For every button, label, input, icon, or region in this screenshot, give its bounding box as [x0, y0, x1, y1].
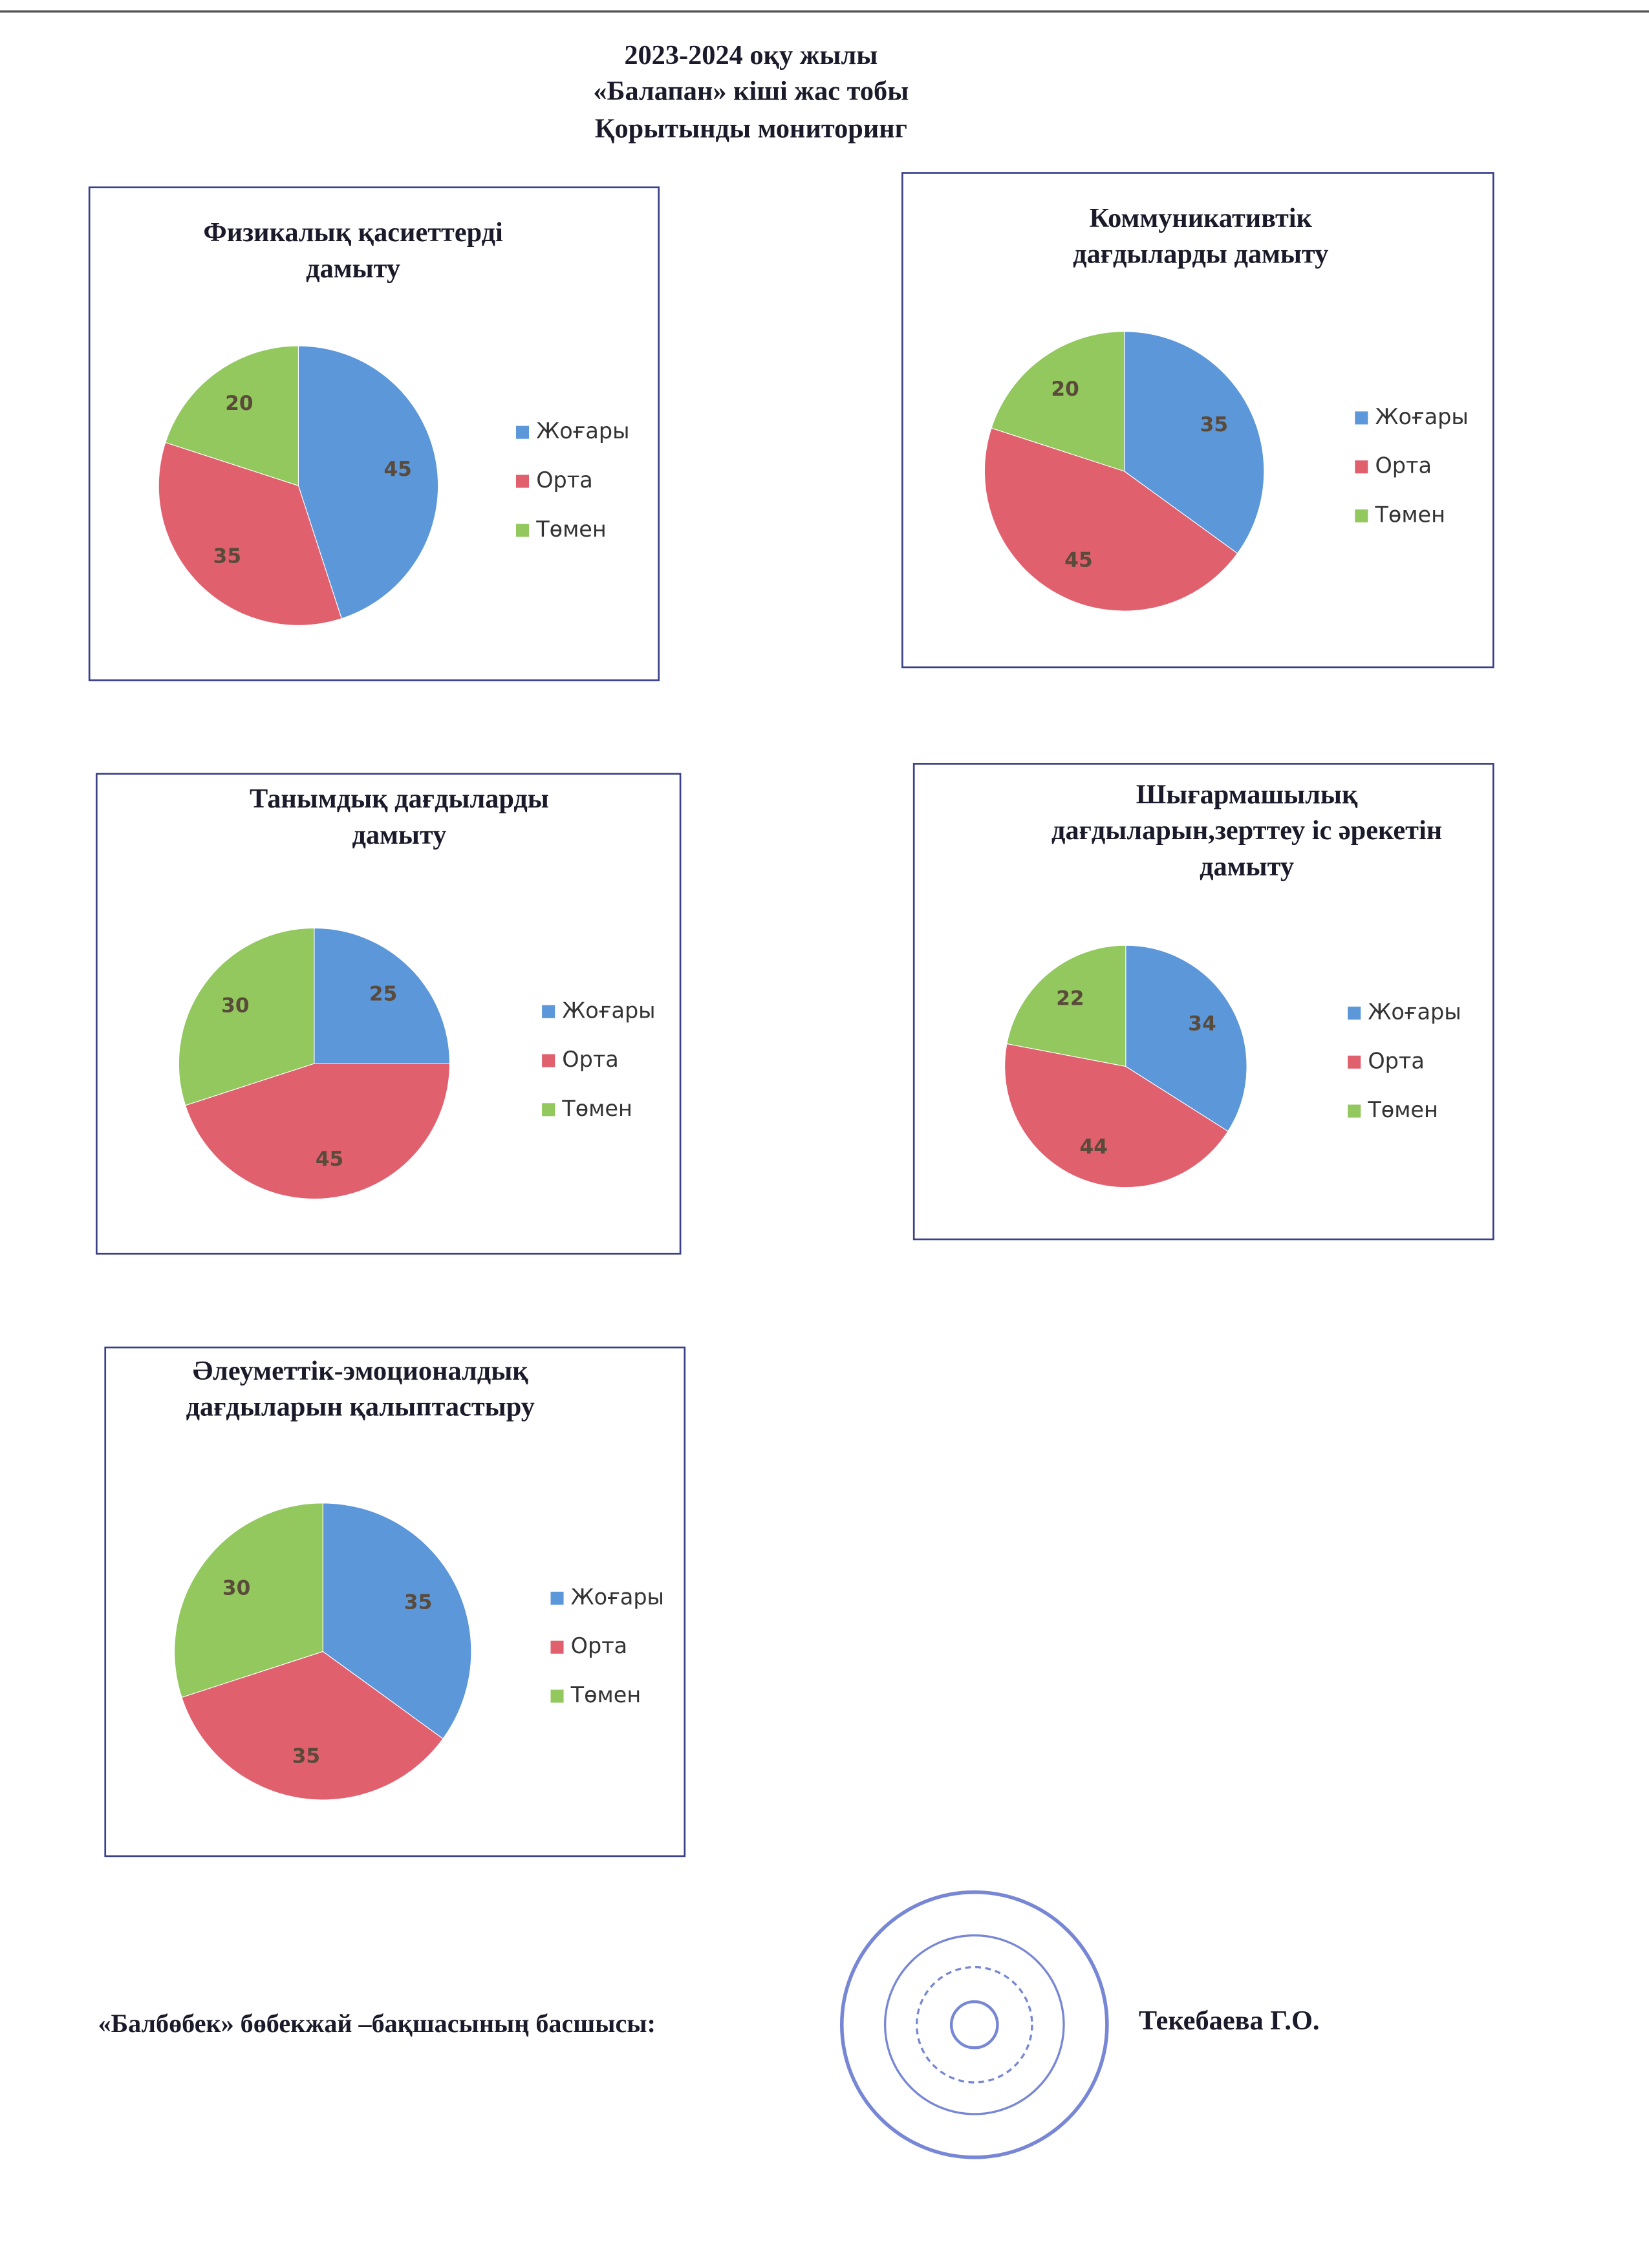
footer-position: «Балбөбек» бөбекжай –бақшасының басшысы: [98, 2009, 656, 2038]
legend-marker [542, 1054, 555, 1067]
legend-label: Орта [1375, 453, 1431, 478]
pie-slice [158, 442, 342, 626]
legend-label: Орта [536, 467, 592, 493]
legend-label: Төмен [561, 1096, 632, 1121]
pie-slice [174, 1503, 323, 1698]
legend-marker [1355, 509, 1368, 523]
data-label: 35 [213, 544, 241, 568]
chart: Шығармашылық дағдыларын,зерттеу іс әрекет… [912, 763, 1494, 1241]
data-label: 25 [369, 982, 397, 1005]
chart-title: Танымдық дағдыларды [250, 784, 549, 814]
chart: Физикалық қасиеттерді дамыту 45 35 20 Жоғары О… [88, 186, 660, 681]
legend-label: Орта [562, 1047, 618, 1072]
stamp-emblem [949, 2000, 999, 2049]
legend-label: Төмен [1374, 502, 1445, 527]
data-label: 30 [221, 994, 249, 1017]
pie-slice [178, 927, 315, 1106]
legend-marker [1355, 460, 1368, 474]
legend-marker [1348, 1104, 1361, 1118]
chart-frame [96, 773, 682, 1255]
pie-slice [322, 1503, 472, 1740]
stamp-ring [883, 1934, 1065, 2115]
chart: Танымдық дағдыларды дамыту 25 45 30 Жоғары Орт… [96, 773, 682, 1255]
data-label: 35 [292, 1745, 320, 1768]
data-label: 45 [316, 1148, 343, 1171]
chart-title: дамыту [306, 253, 400, 284]
data-label: 35 [1200, 413, 1228, 436]
stamp [839, 1890, 1109, 2159]
stamp-emblem [915, 1965, 1033, 2084]
legend-marker [550, 1591, 564, 1605]
pie-slice [297, 345, 439, 619]
data-label: 20 [225, 392, 253, 415]
chart-title: дағдыларын қалыптастыру [186, 1392, 535, 1422]
pie-slice [314, 927, 451, 1064]
legend-label: Төмен [1367, 1097, 1438, 1122]
header-line: «Балапан» кіші жас тобы [593, 76, 909, 107]
legend-label: Жоғары [536, 418, 629, 444]
legend-label: Төмен [535, 517, 607, 542]
chart-title: Әлеуметтік-эмоционалдық [193, 1356, 528, 1386]
pie-slice [1004, 1043, 1229, 1188]
data-label: 34 [1188, 1012, 1216, 1036]
chart-frame [104, 1346, 686, 1857]
data-label: 44 [1080, 1135, 1108, 1159]
chart-title: дамыту [352, 820, 446, 850]
legend-label: Орта [1368, 1048, 1424, 1073]
legend-marker [542, 1005, 555, 1018]
legend-marker [515, 425, 530, 439]
chart-title: дамыту [1200, 851, 1294, 882]
chart-frame [88, 186, 660, 681]
pie-slice [1006, 945, 1126, 1067]
chart-title: Шығармашылық [1136, 779, 1358, 809]
pie-slice [184, 1063, 451, 1200]
chart-title: Коммуникативтік [1090, 203, 1313, 233]
legend-marker [515, 475, 530, 488]
data-label: 45 [1064, 549, 1092, 572]
legend-label: Жоғары [1375, 404, 1468, 429]
data-label: 45 [383, 458, 411, 481]
data-label: 35 [404, 1590, 432, 1614]
pie-slice [991, 331, 1125, 472]
legend-label: Жоғары [571, 1584, 664, 1609]
legend-label: Төмен [570, 1682, 641, 1707]
charts: Физикалық қасиеттерді дамыту 45 35 20 Жоғары О… [88, 172, 1494, 1857]
chart-title: дағдыларын,зерттеу іс әрекетін [1051, 815, 1442, 846]
data-label: 20 [1051, 378, 1079, 401]
header-line: Қорытынды мониторинг [595, 114, 907, 144]
chart-title: Физикалық қасиеттерді [203, 217, 503, 248]
pie-slice [181, 1651, 444, 1801]
chart-frame [901, 172, 1494, 669]
legend-marker [1348, 1055, 1361, 1069]
header-line: 2023-2024 оқу жылы [624, 40, 878, 70]
legend-label: Жоғары [562, 998, 655, 1023]
chart: Әлеуметтік-эмоционалдық дағдыларын қалыпт… [104, 1346, 686, 1857]
legend-marker [1355, 411, 1368, 425]
pie-slice [1125, 945, 1247, 1132]
pie-slice [1124, 331, 1265, 554]
data-label: 22 [1056, 987, 1084, 1011]
legend-marker [550, 1640, 564, 1654]
legend-marker [515, 524, 530, 537]
legend-marker [550, 1689, 564, 1703]
footer-name: Текебаева Г.О. [1139, 2006, 1320, 2036]
chart-title: дағдыларды дамыту [1073, 239, 1328, 269]
pie-slice [165, 345, 299, 486]
legend-marker [1348, 1006, 1361, 1020]
data-label: 30 [222, 1576, 250, 1599]
pie-slice [984, 427, 1238, 612]
stamp-ring [839, 1890, 1109, 2159]
legend-label: Орта [571, 1633, 627, 1658]
chart-frame [912, 763, 1494, 1241]
legend-label: Жоғары [1368, 999, 1461, 1024]
chart: Коммуникативтік дағдыларды дамыту 35 45 20 Жо… [901, 172, 1494, 669]
legend-marker [542, 1103, 555, 1117]
